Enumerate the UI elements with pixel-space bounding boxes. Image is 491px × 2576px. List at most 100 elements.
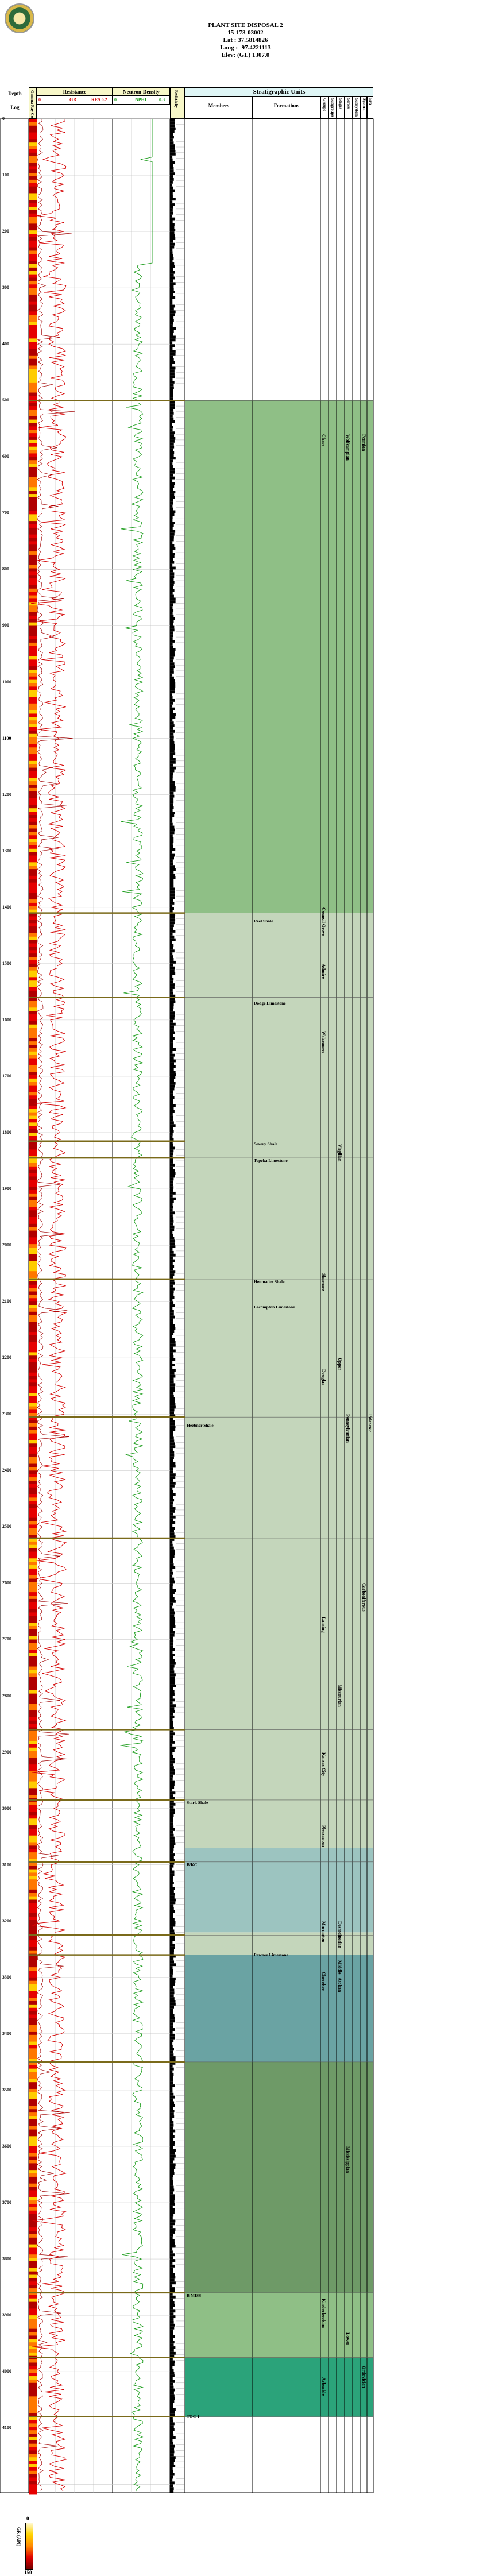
resistivity-bar (170, 2011, 173, 2014)
gr-color-cell (29, 544, 37, 549)
resistivity-bar (170, 1304, 175, 1307)
gr-color-cell (29, 791, 37, 795)
resistivity-bar (170, 2191, 173, 2195)
gr-color-cell (29, 500, 37, 505)
gr-color-cell (29, 1426, 37, 1431)
gr-color-cell (29, 565, 37, 569)
gr-color-cell (29, 2139, 37, 2144)
resistivity-bar (170, 1771, 175, 1775)
resistivity-bar (170, 2295, 176, 2299)
gr-color-cell (29, 1795, 37, 1799)
gr-color-cell (29, 1517, 37, 1522)
gr-color-cell (29, 747, 37, 751)
depth-label: 0 (2, 116, 5, 121)
gr-color-cell (29, 2261, 37, 2265)
gr-color-cell (29, 1916, 37, 1921)
resistivity-bar (170, 719, 173, 722)
gr-color-cell (29, 1146, 37, 1150)
gr-color-cell (29, 1315, 37, 1319)
resistivity-bar (170, 1851, 173, 1854)
resistivity-bar (170, 242, 175, 246)
resistivity-bar (170, 262, 175, 265)
resistivity-bar (170, 1065, 176, 1068)
resistivity-bar (170, 2413, 175, 2417)
resistivity-bar (170, 2079, 173, 2082)
gr-color-cell (29, 1430, 37, 1434)
resistivity-bar (170, 136, 174, 139)
strat-unit-label: Missourian (337, 1684, 342, 1707)
resistivity-bar (170, 1901, 176, 1905)
resistivity-bar (170, 167, 174, 170)
depth-label: 1100 (2, 735, 11, 741)
resistivity-bar (170, 1262, 173, 1265)
resistivity-bar (170, 1555, 175, 1558)
gr-color-cell (29, 1991, 37, 1995)
resistivity-bar (170, 2292, 173, 2296)
resistivity-bar (170, 1197, 176, 1200)
resistivity-bar (170, 2144, 175, 2146)
gr-color-cell (29, 1376, 37, 1380)
resistivity-bar (170, 2185, 174, 2189)
strat-unit-label: Upper (337, 1358, 342, 1370)
resistivity-bar (170, 1799, 174, 1803)
resistivity-bar (170, 214, 173, 218)
gr-color-cell (29, 619, 37, 623)
gr-color-cell (29, 2129, 37, 2133)
gr-color-cell (29, 2281, 37, 2285)
colorbar-gradient (25, 2523, 33, 2570)
gr-color-cell (29, 480, 37, 484)
resistivity-bar (170, 1830, 173, 1834)
resistivity-bar (170, 1191, 176, 1195)
resistivity-bar (170, 2341, 175, 2344)
gr-color-cell (29, 190, 37, 194)
resistivity-bar (170, 879, 174, 882)
resistivity-bar (170, 1749, 175, 1752)
gr-color-cell (29, 2065, 37, 2069)
resistivity-bar (170, 744, 175, 747)
gr-color-cell (29, 217, 37, 221)
resistivity-bar (170, 927, 173, 930)
gr-color-cell (29, 2085, 37, 2090)
resistivity-bar (170, 1504, 173, 1508)
gr-color-cell (29, 122, 37, 126)
resistivity-bar (170, 2048, 174, 2051)
resistivity-bar (170, 1175, 175, 1178)
resistivity-bar (170, 1183, 173, 1187)
gr-color-cell (29, 2470, 37, 2475)
gr-color-cell (29, 1423, 37, 1427)
resistivity-bar (170, 1971, 173, 1975)
resistivity-bar (170, 1828, 175, 1831)
resistivity-bar (170, 1217, 174, 1220)
gr-color-cell (29, 2423, 37, 2427)
resistivity-bar (170, 1118, 173, 1122)
gr-color-cell (29, 1845, 37, 1849)
resistivity-bar (170, 1957, 174, 1961)
gr-color-cell (29, 2004, 37, 2009)
resistivity-bar (170, 1031, 175, 1034)
strat-band (185, 2292, 373, 2358)
gr-color-cell (29, 203, 37, 207)
gr-color-cell (29, 2068, 37, 2073)
resistivity-bar (170, 2084, 175, 2088)
gr-color-cell (29, 2153, 37, 2157)
resistivity-bar (170, 1307, 173, 1310)
resistivity-bar (170, 2169, 175, 2172)
gr-color-cell (29, 859, 37, 863)
resistivity-bar (170, 164, 173, 167)
gr-color-cell (29, 2241, 37, 2245)
gr-color-cell (29, 2119, 37, 2123)
resistivity-bar (170, 1740, 175, 1744)
members-label: Members (208, 103, 230, 109)
resistivity-bar (170, 1538, 175, 1541)
resistivity-bar (170, 1811, 175, 1814)
resistivity-bar (170, 2214, 174, 2217)
resistivity-bar (170, 1496, 173, 1499)
gr-color-cell (29, 2420, 37, 2424)
resistivity-bar (170, 1758, 175, 1761)
resistivity-bar (170, 2400, 175, 2403)
resistivity-bar (170, 1546, 174, 1550)
gr-color-cell (29, 879, 37, 883)
gr-color-cell (29, 1392, 37, 1397)
resistivity-bar (170, 254, 173, 257)
resistivity-bar (170, 245, 175, 249)
